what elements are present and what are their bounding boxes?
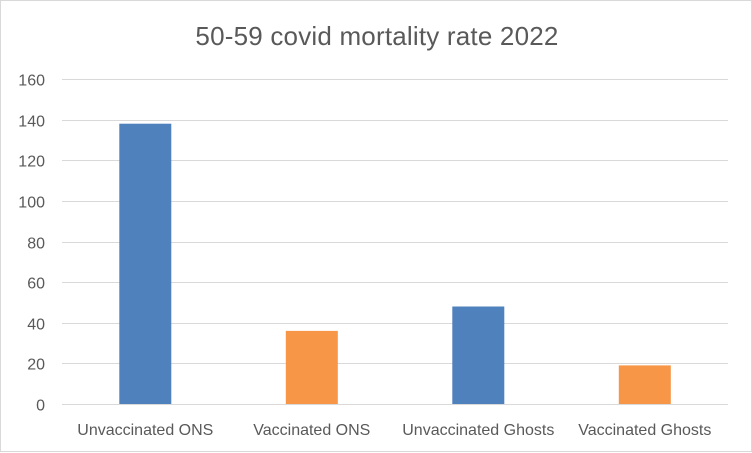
y-tick-label: 140	[18, 114, 45, 131]
x-tick-label: Vaccinated ONS	[253, 422, 370, 439]
x-tick-label: Unvaccinated Ghosts	[402, 422, 554, 439]
y-axis-tick-labels: 0 20 40 60 80 100 120 140 160	[18, 73, 45, 415]
y-tick-label: 80	[27, 236, 45, 253]
bars	[119, 123, 671, 404]
x-tick-label: Unvaccinated ONS	[77, 422, 213, 439]
y-tick-label: 160	[18, 73, 45, 90]
chart-title: 50-59 covid mortality rate 2022	[195, 21, 559, 51]
y-tick-label: 60	[27, 276, 45, 293]
bar-vaccinated-ons	[285, 330, 338, 404]
bar-unvaccinated-ons	[119, 123, 172, 404]
x-axis-tick-labels: Unvaccinated ONS Vaccinated ONS Unvaccinat…	[77, 422, 711, 439]
y-tick-label: 20	[27, 357, 45, 374]
bar-unvaccinated-ghosts	[452, 306, 505, 404]
y-tick-label: 100	[18, 195, 45, 212]
bar-vaccinated-ghosts	[618, 365, 671, 404]
y-tick-label: 0	[36, 398, 45, 415]
y-tick-label: 40	[27, 317, 45, 334]
y-tick-label: 120	[18, 154, 45, 171]
gridlines	[62, 79, 728, 405]
x-tick-label: Vaccinated Ghosts	[578, 422, 711, 439]
